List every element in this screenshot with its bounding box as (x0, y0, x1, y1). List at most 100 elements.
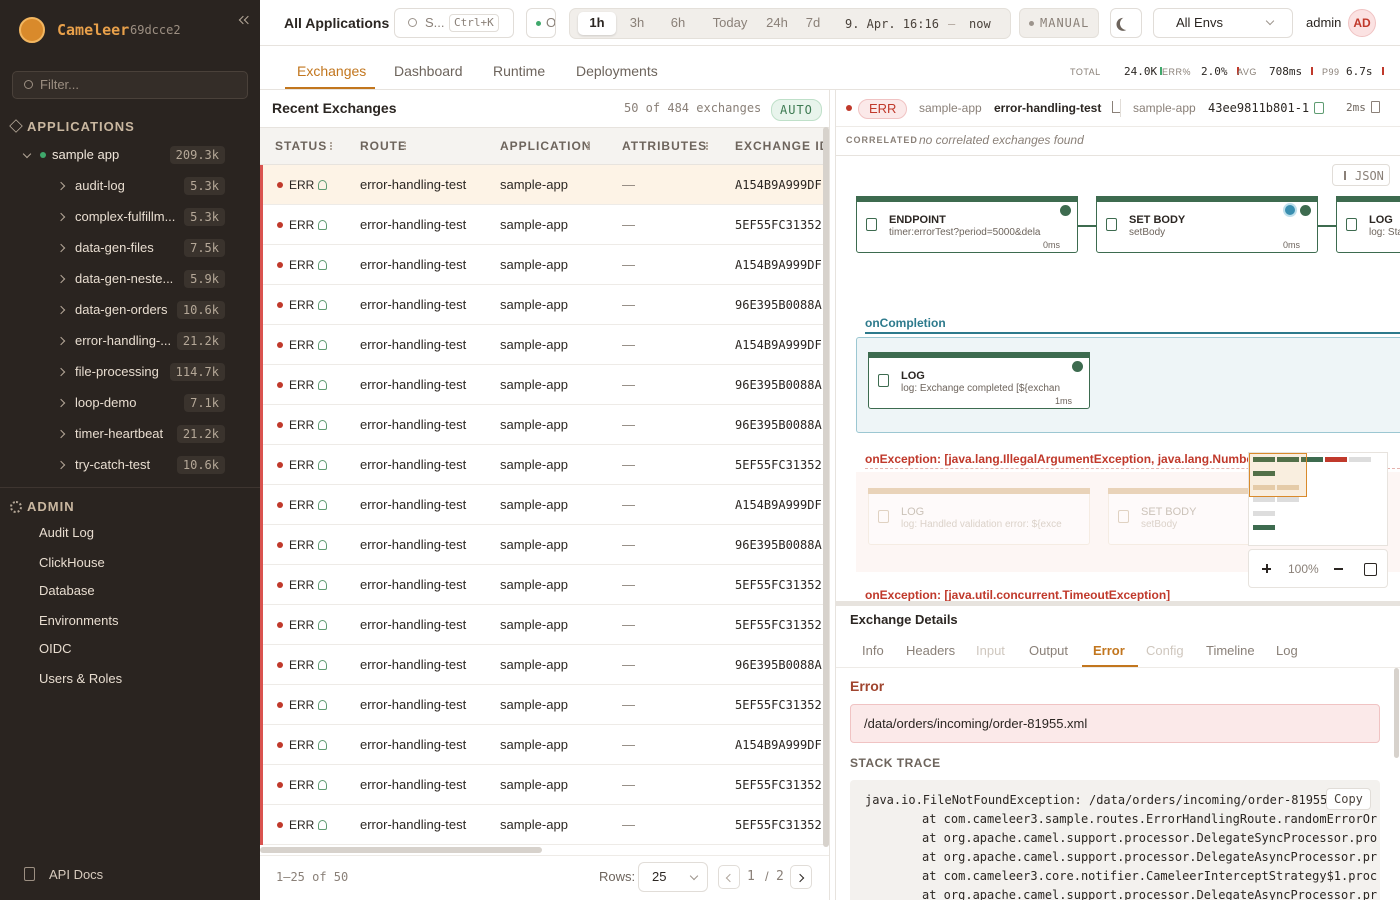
processor-node[interactable]: SET BODY setBody 0ms (1096, 196, 1318, 253)
nav-tab[interactable]: Exchanges (297, 63, 367, 79)
active-tab-underline (1082, 665, 1138, 667)
trace-icon (318, 420, 327, 430)
app-name[interactable]: sample app (52, 147, 120, 162)
nav-tab[interactable]: Runtime (493, 63, 546, 79)
detail-tab[interactable]: Output (1029, 643, 1069, 658)
processor-node[interactable]: LOG log: Handled validation error: ${exce (868, 488, 1090, 545)
admin-link[interactable]: Audit Log (39, 525, 94, 540)
time-range-button[interactable]: 6h (658, 12, 698, 35)
column-header[interactable]: APPLICATION (500, 139, 592, 153)
range-from: 9. Apr. 16:16 (845, 17, 939, 31)
table-row[interactable]: ERR error-handling-test sample-app — A154B9A… (260, 325, 829, 365)
zoom-in[interactable] (1266, 564, 1268, 573)
detail-tab[interactable]: Headers (906, 643, 956, 658)
route-link[interactable]: try-catch-test (75, 457, 151, 472)
table-row[interactable]: ERR error-handling-test sample-app — 96E395B… (260, 285, 829, 325)
application-cell: sample-app (500, 817, 568, 832)
theme-toggle[interactable] (1110, 8, 1142, 38)
chevron-icon (243, 15, 253, 25)
nav-tab[interactable]: Deployments (576, 63, 658, 79)
nav-tab[interactable]: Dashboard (394, 63, 463, 79)
route-link[interactable]: file-processing (75, 364, 159, 379)
minimap-block (1253, 471, 1275, 476)
attributes-cell: — (622, 257, 635, 272)
node-time: 0ms (1043, 240, 1061, 250)
route-link[interactable]: data-gen-neste... (75, 271, 174, 286)
processor-node[interactable]: ENDPOINT timer:errorTest?period=5000&dela… (856, 196, 1078, 253)
processor-node[interactable]: LOG log: Exchange completed [${exchan 1ms (868, 352, 1090, 409)
env-select[interactable]: All Envs (1153, 8, 1293, 38)
exchange-id-cell: A154B9A999DF (735, 738, 822, 752)
time-range-button[interactable]: 1h (578, 12, 616, 35)
minimap-block (1277, 457, 1299, 462)
detail-tab[interactable]: Timeline (1206, 643, 1255, 658)
route-cell: error-handling-test (360, 817, 467, 832)
trend-arrow (1237, 67, 1239, 75)
admin-link[interactable]: Environments (39, 613, 119, 628)
trace-icon (318, 340, 327, 350)
admin-link[interactable]: ClickHouse (39, 555, 105, 570)
time-range-button[interactable]: 24h (758, 12, 796, 35)
detail-tab[interactable]: Log (1276, 643, 1298, 658)
zoom-out[interactable] (1334, 568, 1343, 570)
route-link[interactable]: audit-log (75, 178, 125, 193)
copy-button[interactable]: Copy (1326, 788, 1371, 810)
time-range-button[interactable]: Today (698, 12, 762, 35)
route-link[interactable]: error-handling-... (75, 333, 172, 348)
route-link[interactable]: timer-heartbeat (75, 426, 164, 441)
table-row[interactable]: ERR error-handling-test sample-app — 5EF55FC… (260, 765, 829, 805)
column-header[interactable]: ATTRIBUTES (622, 139, 708, 153)
table-row[interactable]: ERR error-handling-test sample-app — A154B9A… (260, 245, 829, 285)
route-link[interactable]: complex-fulfillm... (75, 209, 176, 224)
node-type: LOG (1369, 214, 1393, 226)
column-header[interactable]: EXCHANGE ID (735, 139, 830, 153)
table-row[interactable]: ERR error-handling-test sample-app — 5EF55FC… (260, 805, 829, 845)
trace-icon (318, 300, 327, 310)
auto-refresh-badge[interactable]: AUTO (771, 99, 822, 121)
table-row[interactable]: ERR error-handling-test sample-app — A154B9A… (260, 725, 829, 765)
column-header[interactable]: ROUTE (360, 139, 407, 153)
mode-label: MANUAL (1040, 16, 1090, 30)
admin-link[interactable]: OIDC (39, 641, 72, 656)
time-range-button[interactable]: 7d (796, 12, 830, 35)
avatar-initials: AD (1353, 16, 1371, 30)
mode-button[interactable]: MANUAL (1019, 8, 1099, 38)
admin-link[interactable]: Users & Roles (39, 671, 123, 686)
table-row[interactable]: ERR error-handling-test sample-app — 96E395B… (260, 365, 829, 405)
detail-tab[interactable]: Error (1093, 643, 1125, 658)
search-box[interactable]: S... Ctrl+K (394, 8, 514, 38)
api-docs-link[interactable]: API Docs (49, 867, 104, 882)
fit-view[interactable] (1364, 563, 1377, 576)
processor-node[interactable]: LOG log: Sta (1336, 196, 1400, 253)
table-row[interactable]: ERR error-handling-test sample-app — 5EF55FC… (260, 445, 829, 485)
table-row[interactable]: ERR error-handling-test sample-app — 5EF55FC… (260, 565, 829, 605)
avatar[interactable]: AD (1348, 9, 1376, 37)
table-row[interactable]: ERR error-handling-test sample-app — 5EF55FC… (260, 605, 829, 645)
detail-tab[interactable]: Info (862, 643, 884, 658)
table-row[interactable]: ERR error-handling-test sample-app — 5EF55FC… (260, 685, 829, 725)
exchanges-panel: Recent Exchanges 50 of 484 exchanges AUTO S… (260, 90, 830, 900)
table-row[interactable]: ERR error-handling-test sample-app — 96E395B… (260, 645, 829, 685)
table-row[interactable]: ERR error-handling-test sample-app — 5EF55FC… (260, 205, 829, 245)
table-row[interactable]: ERR error-handling-test sample-app — 96E395B… (260, 525, 829, 565)
admin-link[interactable]: Database (39, 583, 95, 598)
route-link[interactable]: data-gen-orders (75, 302, 168, 317)
route-link[interactable]: data-gen-files (75, 240, 154, 255)
json-button[interactable]: JSON (1332, 164, 1390, 186)
active-marker (1283, 203, 1297, 217)
prev-page-button[interactable] (718, 865, 740, 889)
status-dot (1300, 205, 1311, 216)
application-cell: sample-app (500, 177, 568, 192)
row-error-marker (260, 285, 263, 325)
next-page-button[interactable] (790, 865, 812, 889)
column-header[interactable]: STATUS (275, 139, 328, 153)
page-size-select[interactable]: 25 (638, 862, 708, 892)
filter-input[interactable]: Filter... (12, 71, 248, 99)
route-link[interactable]: loop-demo (75, 395, 137, 410)
node-icon (866, 218, 877, 231)
table-row[interactable]: ERR error-handling-test sample-app — 96E395B… (260, 405, 829, 445)
table-row[interactable]: ERR error-handling-test sample-app — A154B9A… (260, 485, 829, 525)
table-row[interactable]: ERR error-handling-test sample-app — A154B9A… (260, 165, 829, 205)
time-range-button[interactable]: 3h (620, 12, 654, 35)
count-badge: 114.7k (169, 363, 225, 381)
